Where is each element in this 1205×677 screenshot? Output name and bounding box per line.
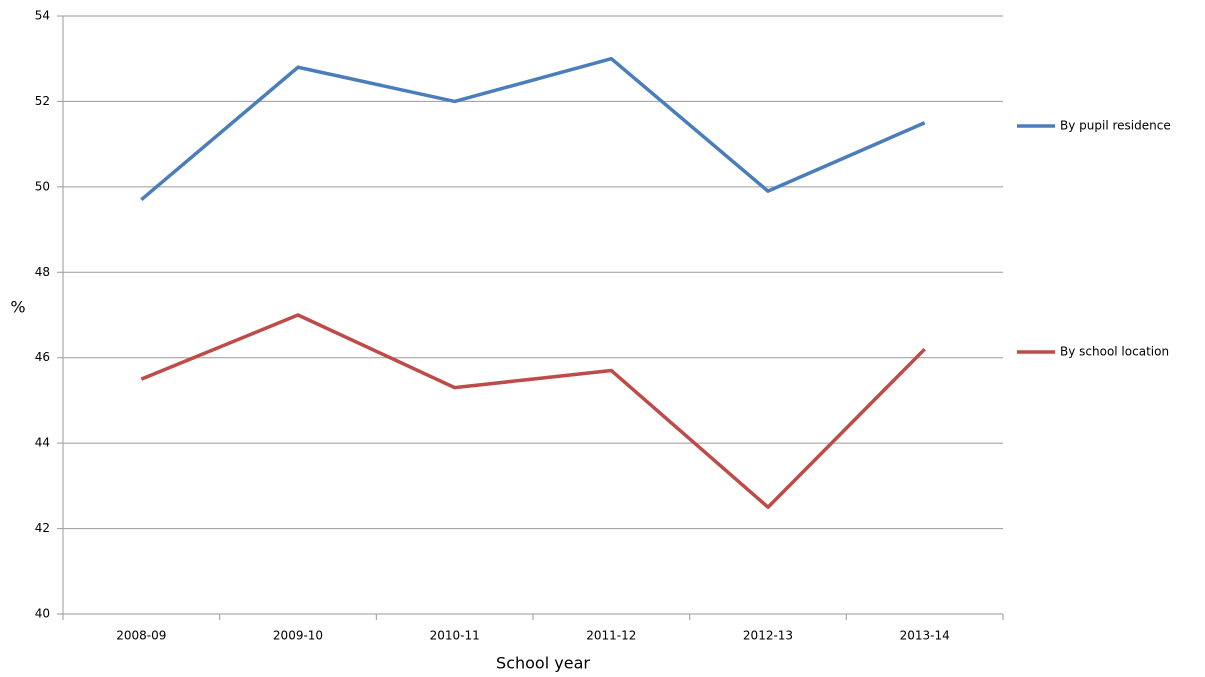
series-line [140,313,926,509]
y-tick-label: 40 [35,607,50,621]
x-axis-title: School year [496,654,590,673]
x-tick-label: 2012-13 [743,629,793,643]
y-tick-label: 54 [35,9,50,23]
legend-label: By school location [1060,345,1169,359]
x-tick-label: 2013-14 [900,629,950,643]
y-tick-label: 42 [35,521,50,535]
x-tick-label: 2010-11 [430,629,480,643]
y-tick-label: 52 [35,94,50,108]
x-tick-label: 2011-12 [586,629,636,643]
y-axis-title: % [10,298,25,317]
y-tick-label: 50 [35,179,50,193]
legend-label: By pupil residence [1060,119,1171,133]
y-tick-label: 44 [35,436,50,450]
series-line [140,56,926,202]
y-tick-label: 46 [35,350,50,364]
x-tick-label: 2009-10 [273,629,323,643]
x-tick-label: 2008-09 [116,629,166,643]
y-tick-label: 48 [35,265,50,279]
